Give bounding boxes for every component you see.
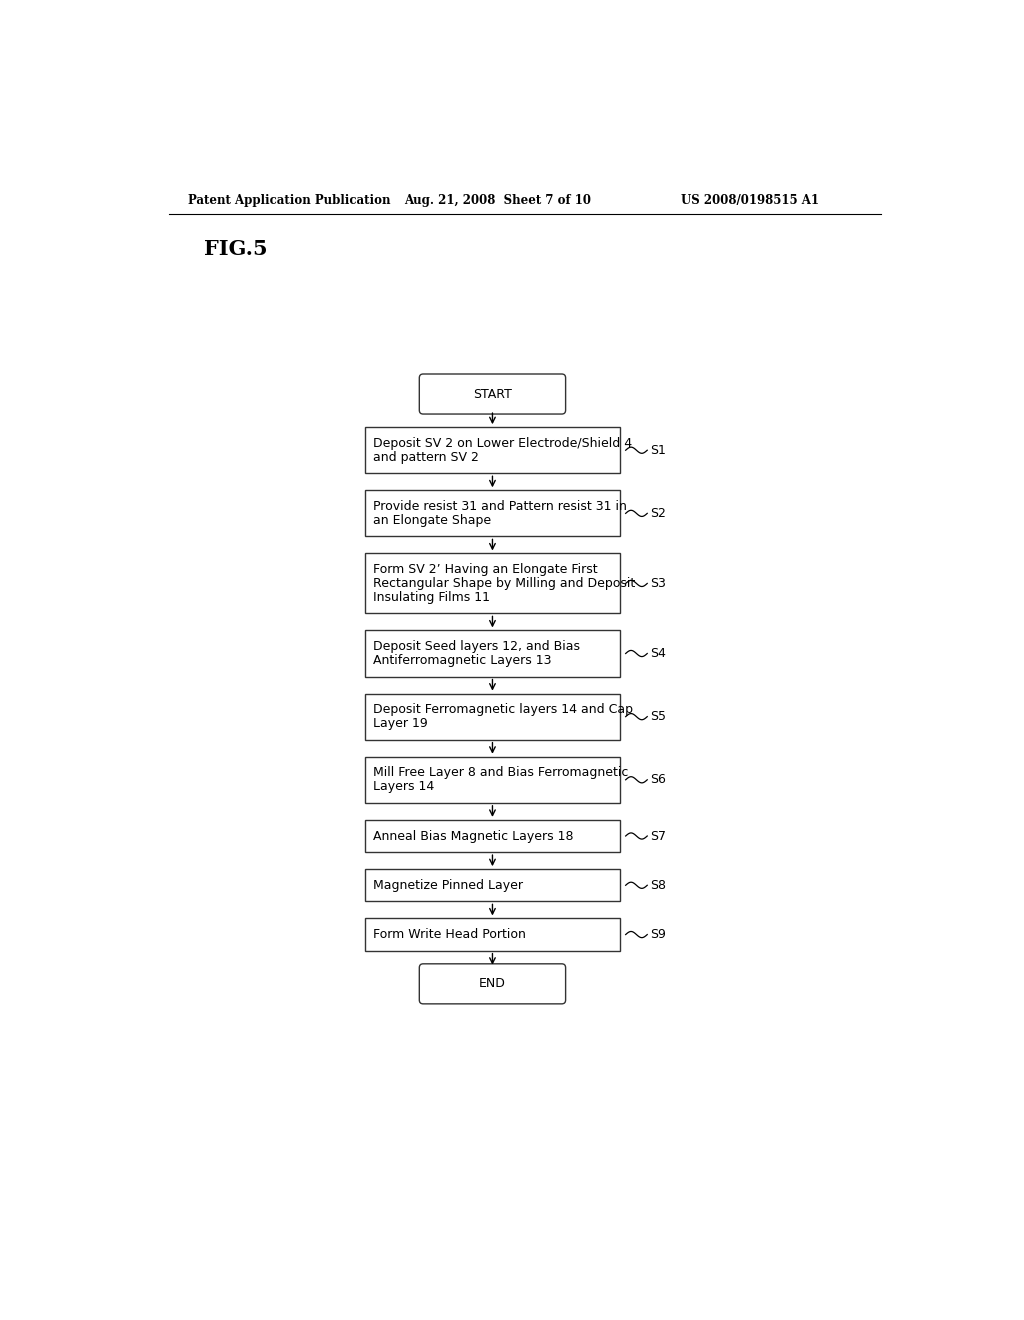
Text: Deposit SV 2 on Lower Electrode/Shield 4: Deposit SV 2 on Lower Electrode/Shield 4	[373, 437, 632, 450]
Bar	[366, 631, 620, 677]
Text: Deposit Ferromagnetic layers 14 and Cap: Deposit Ferromagnetic layers 14 and Cap	[373, 704, 633, 717]
Text: Layers 14: Layers 14	[373, 780, 434, 793]
Text: US 2008/0198515 A1: US 2008/0198515 A1	[681, 194, 819, 207]
Text: Rectangular Shape by Milling and Deposit: Rectangular Shape by Milling and Deposit	[373, 577, 635, 590]
Bar	[366, 919, 620, 950]
Text: Insulating Films 11: Insulating Films 11	[373, 591, 490, 603]
Text: Mill Free Layer 8 and Bias Ferromagnetic: Mill Free Layer 8 and Bias Ferromagnetic	[373, 767, 629, 779]
Text: S3: S3	[650, 577, 667, 590]
Text: an Elongate Shape: an Elongate Shape	[373, 513, 492, 527]
Text: S2: S2	[650, 507, 667, 520]
Text: S7: S7	[650, 829, 667, 842]
Bar	[366, 869, 620, 902]
Bar	[366, 428, 620, 474]
Text: END: END	[479, 977, 506, 990]
Text: S8: S8	[650, 879, 667, 892]
Text: and pattern SV 2: and pattern SV 2	[373, 450, 479, 463]
Bar	[366, 820, 620, 853]
Text: S9: S9	[650, 928, 667, 941]
Text: FIG.5: FIG.5	[204, 239, 267, 259]
Text: START: START	[473, 388, 512, 400]
Text: S5: S5	[650, 710, 667, 723]
Text: Deposit Seed layers 12, and Bias: Deposit Seed layers 12, and Bias	[373, 640, 581, 653]
Text: Patent Application Publication: Patent Application Publication	[188, 194, 391, 207]
Text: Magnetize Pinned Layer: Magnetize Pinned Layer	[373, 879, 523, 892]
Bar	[366, 693, 620, 739]
Text: Anneal Bias Magnetic Layers 18: Anneal Bias Magnetic Layers 18	[373, 829, 573, 842]
Text: Form SV 2’ Having an Elongate First: Form SV 2’ Having an Elongate First	[373, 564, 598, 576]
Bar	[366, 490, 620, 536]
Text: S6: S6	[650, 774, 667, 787]
Text: Aug. 21, 2008  Sheet 7 of 10: Aug. 21, 2008 Sheet 7 of 10	[403, 194, 591, 207]
FancyBboxPatch shape	[419, 964, 565, 1005]
Text: Provide resist 31 and Pattern resist 31 in: Provide resist 31 and Pattern resist 31 …	[373, 500, 627, 513]
Text: Form Write Head Portion: Form Write Head Portion	[373, 928, 526, 941]
Text: S4: S4	[650, 647, 667, 660]
Bar	[366, 756, 620, 803]
Text: S1: S1	[650, 444, 667, 457]
FancyBboxPatch shape	[419, 374, 565, 414]
Bar	[366, 553, 620, 614]
Text: Antiferromagnetic Layers 13: Antiferromagnetic Layers 13	[373, 653, 552, 667]
Text: Layer 19: Layer 19	[373, 717, 428, 730]
